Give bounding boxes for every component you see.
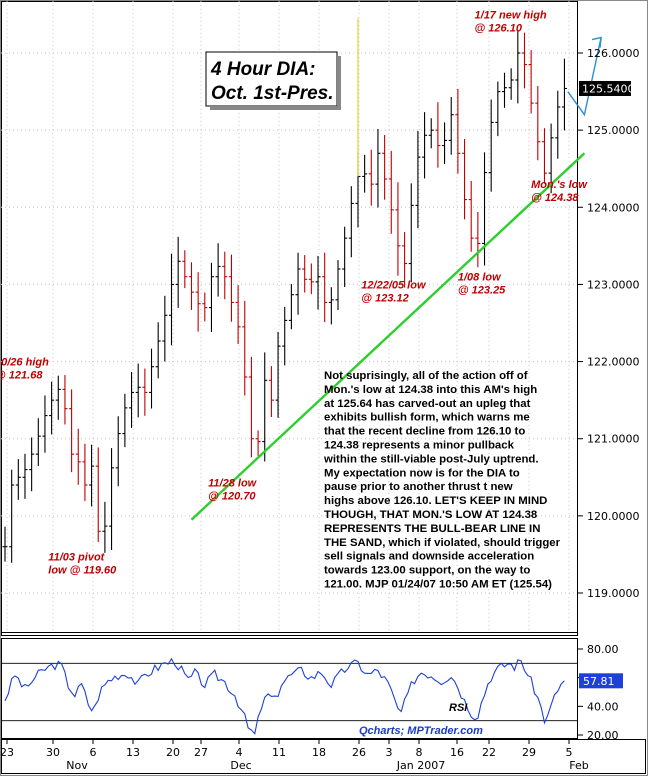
annotation-line: Mon.'s low [531, 179, 588, 191]
date-tick-label: 4 [236, 746, 243, 759]
annotation: 1/17 new high @ 126.10 [475, 9, 547, 34]
annotation: Mon.'s low @ 124.38 [531, 179, 588, 204]
date-tick-label: 26 [352, 746, 366, 759]
commentary-line: exhibits bullish form, which warns me [324, 412, 530, 424]
projection-arrow [567, 37, 602, 117]
date-tick-label: 11 [272, 746, 286, 759]
month-label: Feb [569, 759, 588, 772]
annotation-line: low @ 119.60 [48, 565, 117, 577]
price-tick-label: 123.0000 [587, 278, 640, 291]
price-tick-label: 125.0000 [587, 124, 640, 137]
annotation: 11/03 pivot low @ 119.60 [48, 552, 117, 577]
month-label: Nov [66, 759, 88, 772]
date-tick-label: 3 [386, 746, 393, 759]
annotation-line: @ 124.38 [531, 192, 579, 204]
commentary-line: THOUGH, THAT MON.'S LOW AT 124.38 [324, 509, 537, 521]
annotation-line: 1/08 low [458, 272, 502, 284]
price-tick-label: 126.0000 [587, 47, 640, 60]
price-tick-label: 121.0000 [587, 433, 640, 446]
annotation: 10/26 high@ 121.68 [1, 356, 49, 381]
annotation-line: @ 123.12 [361, 292, 408, 304]
title-box [205, 51, 338, 107]
annotation-line: 11/28 low [208, 478, 258, 490]
annotation: 12/22/05 low @ 123.12 [361, 279, 427, 304]
date-tick-label: 5 [566, 746, 573, 759]
rsi-tick-label: 20.00 [587, 729, 619, 742]
month-label: Jan 2007 [396, 759, 445, 772]
date-tick-label: 29 [522, 746, 536, 759]
annotation-line: 12/22/05 low [361, 279, 427, 291]
uptrend-line [190, 152, 586, 521]
annotation: 1/08 low @ 123.25 [458, 272, 506, 297]
price-tick-label: 124.0000 [587, 201, 640, 214]
chart-title: 4 Hour DIA: [210, 59, 316, 80]
rsi-label: RSI [449, 702, 468, 714]
last-price-badge [579, 80, 631, 96]
date-axis: 23 30 6 13 20 27 4 11 18 26 3 8 16 22 29 5 Nov Dec Jan 200… [1, 739, 589, 772]
commentary-text: Not suprisingly, all of the action off o… [323, 370, 561, 591]
annotation-line: 1/17 new high [475, 9, 547, 21]
commentary-line: at 125.64 has carved-out an upleg that [324, 398, 531, 410]
commentary-line: REPRESENTS THE BULL-BEAR LINE IN [324, 523, 540, 535]
commentary-line: 121.00. MJP 01/24/07 10:50 AM ET (125.54… [324, 579, 552, 591]
price-axis: 119.0000 120.0000 121.0000 122.0000 123.0000… [578, 47, 640, 600]
price-tick-label: 120.0000 [587, 510, 640, 523]
rsi-last-badge [579, 673, 623, 689]
commentary-line: that the recent decline from 126.10 to [324, 426, 525, 438]
commentary-line: highs above 126.10. LET'S KEEP IN MIND [324, 495, 547, 507]
price-panel-border [1, 1, 578, 636]
date-tick-label: 22 [482, 746, 496, 759]
annotation-line: 10/26 high [1, 356, 49, 368]
commentary-line: pause prior to another thrust t new [324, 481, 513, 493]
rsi-tick-label: 80.00 [587, 643, 619, 656]
title-box-shadow-bottom [210, 106, 341, 110]
date-tick-label: 18 [312, 746, 326, 759]
commentary-line: Not suprisingly, all of the action off o… [324, 370, 528, 382]
branding-credit: Qcharts; MPTrader.com [359, 725, 483, 737]
date-tick-label: 8 [416, 746, 423, 759]
projection-arrowhead [591, 36, 602, 48]
last-price-value: 125.5400 [582, 82, 635, 95]
date-tick-label: 27 [194, 746, 208, 759]
price-tick-label: 122.0000 [587, 356, 640, 369]
rsi-panel-border [1, 638, 578, 739]
date-tick-label: 23 [1, 746, 14, 759]
rsi-tick-label: 40.00 [587, 700, 619, 713]
date-tick-label: 13 [126, 746, 140, 759]
annotations: 1/17 new high@ 126.1010/26 high@ 121.681… [1, 9, 588, 576]
price-tick-label: 119.0000 [587, 587, 640, 600]
rsi-line [4, 657, 565, 735]
annotation-line: @ 126.10 [475, 22, 523, 34]
commentary-line: within the still-viable post-July uptren… [323, 453, 539, 465]
annotation-line: 11/03 pivot [48, 552, 105, 564]
annotation-line: @ 121.68 [1, 369, 43, 381]
rsi-line-group [4, 657, 565, 735]
date-tick-label: 30 [46, 746, 60, 759]
commentary-line: THE SAND, which if violated, should trig… [324, 537, 561, 549]
date-tick-label: 6 [90, 746, 97, 759]
price-bars [2, 30, 567, 563]
commentary-line: sell signals and downside acceleration [324, 551, 534, 563]
overlays [190, 18, 602, 521]
annotation-line: @ 123.25 [458, 285, 506, 297]
date-tick-label: 16 [450, 746, 464, 759]
annotation: 11/28 low @ 120.70 [208, 478, 258, 503]
commentary-line: 124.38 represents a minor pullback [324, 440, 515, 452]
month-label: Dec [230, 759, 251, 772]
rsi-last-value: 57.81 [583, 675, 615, 688]
title-box-shadow [337, 56, 341, 110]
commentary-line: Mon.'s low at 124.38 into this AM's high [324, 384, 537, 396]
rsi-guides [1, 662, 577, 722]
date-tick-label: 20 [166, 746, 180, 759]
commentary-line: towards 123.00 support, on the way to [324, 565, 530, 577]
commentary-line: My expectation now is for the DIA to [324, 467, 520, 479]
date-axis-border [1, 739, 646, 774]
chart-subtitle: Oct. 1st-Pres. [211, 83, 334, 104]
annotation-line: @ 120.70 [208, 491, 256, 503]
